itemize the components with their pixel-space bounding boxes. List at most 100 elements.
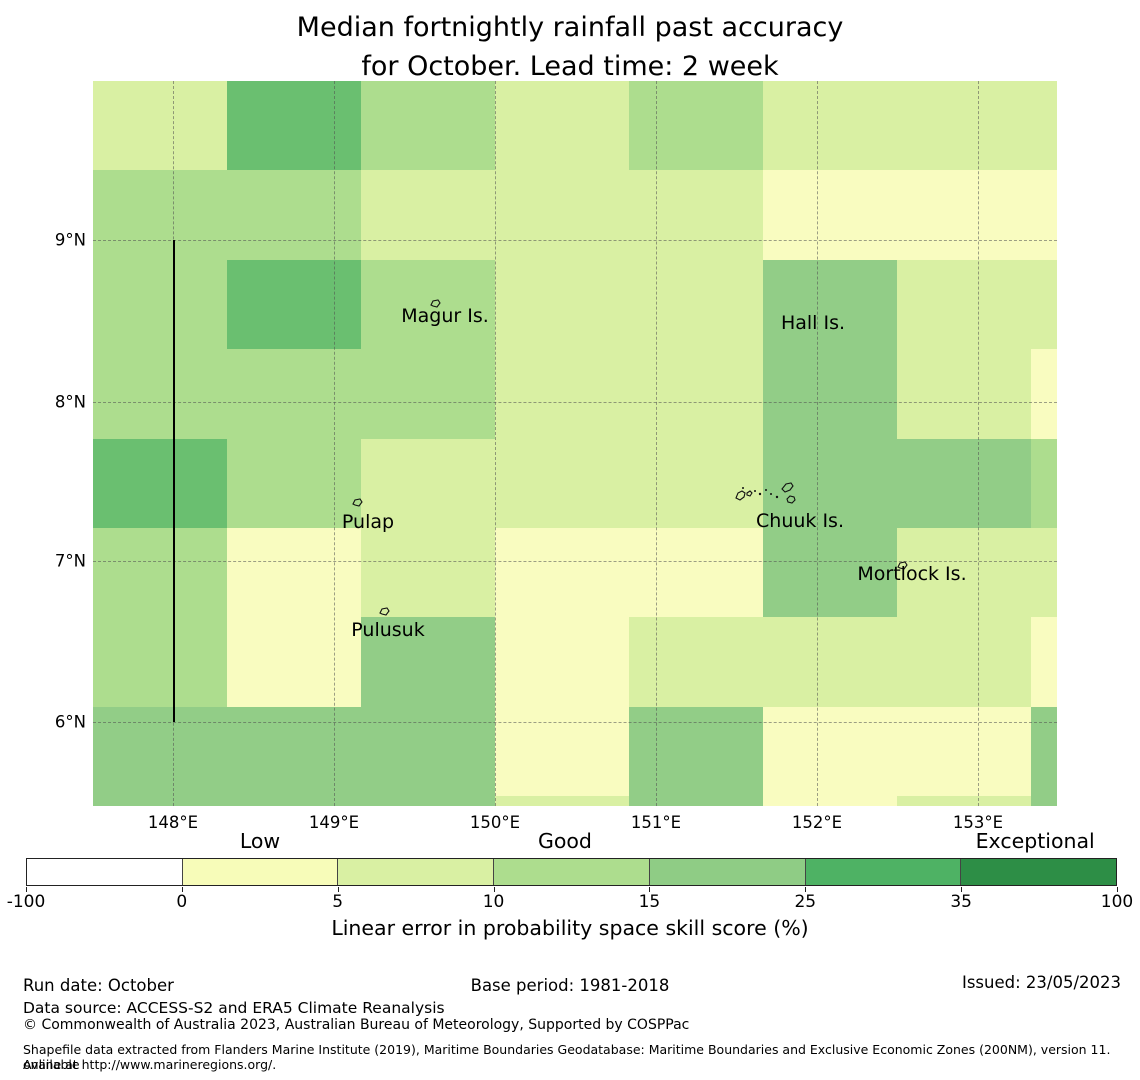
map-cell-r9c7 (897, 796, 1031, 806)
map-cell-r3c1 (93, 259, 227, 350)
gridline-latitude (93, 240, 1057, 241)
chuuk-islands-outline (733, 481, 799, 515)
map-cell-r9c4 (495, 796, 629, 806)
map-cell-r5c3 (361, 438, 495, 528)
map-cell-r5c4 (495, 438, 629, 528)
colorbar-segment-6 (805, 859, 962, 885)
colorbar-tick-label: 10 (482, 892, 505, 912)
map-cell-r2c1 (93, 170, 227, 260)
map-cell-r4c4 (495, 349, 629, 439)
colorbar-tick-mark (1117, 887, 1118, 892)
map-cell-r2c6 (763, 170, 897, 260)
colorbar-segment-2 (182, 859, 339, 885)
map-cell-r8c4 (495, 706, 629, 797)
map-cell-r2c7 (897, 170, 1031, 260)
copyright-label: © Commonwealth of Australia 2023, Austra… (23, 1017, 690, 1033)
lat-tick-label: 6°N (54, 712, 86, 732)
base-period-label: Base period: 1981-2018 (470, 976, 670, 995)
map-cell-r6c5 (629, 527, 763, 618)
map-cell-r9c1 (93, 796, 227, 806)
colorbar-segment-7 (961, 859, 1117, 885)
island-label-mortlock: Mortlock Is. (857, 563, 967, 585)
colorbar-tick-label: 15 (638, 892, 661, 912)
lon-tick-label: 152°E (791, 813, 843, 832)
map-cell-r1c2 (227, 81, 361, 171)
map-cell-r9c5 (629, 796, 763, 806)
map-cell-r6c8 (1031, 527, 1057, 618)
gridline-longitude (334, 81, 335, 806)
map-cell-r3c4 (495, 259, 629, 350)
pulusuk-island-outline (378, 601, 391, 620)
map-cell-r7c7 (897, 617, 1031, 707)
chart-title: Median fortnightly rainfall past accurac… (0, 8, 1140, 86)
map-cell-r1c4 (495, 81, 629, 171)
island-label-chuuk: Chuuk Is. (756, 510, 844, 532)
magur-island-outline (429, 293, 442, 312)
mortlock-island-outline (896, 555, 909, 574)
colorbar-tick-mark (649, 887, 651, 892)
lon-tick-label: 153°E (952, 813, 1004, 832)
colorbar-segment-5 (649, 859, 806, 885)
map-cell-r6c1 (93, 527, 227, 618)
heatmap-grid (93, 81, 1057, 806)
map-cell-r8c2 (227, 706, 361, 797)
map-cell-r1c5 (629, 81, 763, 171)
colorbar-segment-1 (27, 859, 183, 885)
map-cell-r7c3 (361, 617, 495, 707)
map-cell-r8c6 (763, 706, 897, 797)
map-cell-r7c8 (1031, 617, 1057, 707)
map-cell-r1c8 (1031, 81, 1057, 171)
colorbar-tick-mark (181, 887, 183, 892)
colorbar-tick-label: 100 (1100, 892, 1134, 912)
map-cell-r3c8 (1031, 259, 1057, 350)
map-cell-r2c8 (1031, 170, 1057, 260)
map-cell-r8c5 (629, 706, 763, 797)
map-cell-r5c5 (629, 438, 763, 528)
colorbar-tick-mark (961, 887, 963, 892)
issued-date-label: Issued: 23/05/2023 (961, 973, 1121, 992)
colorbar-segment-4 (494, 859, 650, 885)
map-cell-r8c3 (361, 706, 495, 797)
lon-tick-label: 150°E (469, 813, 521, 832)
map-cell-r4c1 (93, 349, 227, 439)
colorbar-region-label-good: Good (537, 829, 592, 853)
gridline-longitude (978, 81, 979, 806)
map-cell-r6c3 (361, 527, 495, 618)
gridline-latitude (93, 722, 1057, 723)
colorbar (26, 858, 1117, 886)
colorbar-tick-mark (805, 887, 807, 892)
map-cell-r5c8 (1031, 438, 1057, 528)
map-cell-r2c3 (361, 170, 495, 260)
colorbar-tick-label: 0 (176, 892, 188, 912)
lon-tick-label: 151°E (630, 813, 682, 832)
map-cell-r8c7 (897, 706, 1031, 797)
map-cell-r3c2 (227, 259, 361, 350)
map-cell-r3c7 (897, 259, 1031, 350)
map-cell-r1c3 (361, 81, 495, 171)
colorbar-region-label-low: Low (239, 829, 281, 853)
chart-title-line1: Median fortnightly rainfall past accurac… (296, 12, 844, 43)
map-cell-r2c4 (495, 170, 629, 260)
map-cell-r1c1 (93, 81, 227, 171)
map-cell-r5c2 (227, 438, 361, 528)
map-cell-r1c7 (897, 81, 1031, 171)
map-cell-r2c5 (629, 170, 763, 260)
island-label-pulap: Pulap (341, 511, 395, 533)
map-cell-r3c3 (361, 259, 495, 350)
lon-tick-label: 149°E (308, 813, 360, 832)
island-label-pulusuk: Pulusuk (351, 619, 425, 641)
data-source-label: Data source: ACCESS-S2 and ERA5 Climate … (23, 999, 445, 1017)
map-cell-r9c3 (361, 796, 495, 806)
chart-title-line2: for October. Lead time: 2 week (361, 51, 779, 82)
colorbar-segment-3 (338, 859, 495, 885)
map-cell-r7c6 (763, 617, 897, 707)
meridian-boundary-line (173, 240, 175, 722)
map-cell-r7c5 (629, 617, 763, 707)
colorbar-tick-label: 35 (950, 892, 972, 912)
map-cell-r6c7 (897, 527, 1031, 618)
map-panel: Magur Is. Hall Is. Pulap Chuuk Is. Mortlock … (93, 81, 1057, 806)
shapefile-note-line2: online at http://www.marineregions.org/. (23, 1057, 277, 1072)
island-label-magur: Magur Is. (401, 305, 489, 327)
map-cell-r2c2 (227, 170, 361, 260)
